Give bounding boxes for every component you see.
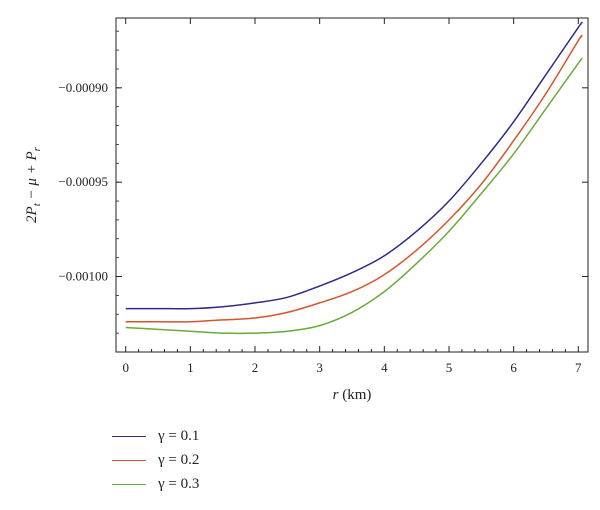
x-tick-label: 6: [510, 360, 517, 375]
legend-label: γ = 0.2: [158, 451, 200, 468]
series-line: [125, 34, 583, 323]
x-tick-label: 3: [316, 360, 323, 375]
x-tick-label: 0: [122, 360, 129, 375]
legend-item: γ = 0.1: [112, 424, 199, 448]
y-tick-label: −0.00095: [58, 174, 108, 189]
series-line: [125, 57, 583, 335]
legend-label: γ = 0.3: [158, 475, 200, 492]
x-tick-label: 1: [187, 360, 194, 375]
x-tick-label: 7: [575, 360, 582, 375]
legend-swatch: [112, 459, 146, 461]
series-line: [125, 21, 583, 310]
legend: γ = 0.1 γ = 0.2 γ = 0.3: [112, 424, 199, 496]
y-axis-title: 2Pt − μ + Pr: [24, 146, 43, 223]
series-lines: [125, 21, 583, 335]
legend-item: γ = 0.2: [112, 448, 199, 472]
legend-item: γ = 0.3: [112, 472, 199, 496]
x-tick-label: 4: [381, 360, 388, 375]
legend-swatch: [112, 483, 146, 485]
plot-frame: [115, 17, 589, 353]
y-axis: −0.00100 −0.00095 −0.00090: [58, 30, 588, 353]
y-tick-label: −0.00100: [58, 269, 108, 284]
x-axis: 0 1 2 3 4 5 6 7: [122, 18, 582, 375]
x-tick-label: 5: [446, 360, 453, 375]
legend-swatch: [112, 435, 146, 437]
legend-label: γ = 0.1: [158, 427, 200, 444]
chart: 0 1 2 3 4 5 6 7 −0.00100 −0.00095 −0.00090 r (km)…: [24, 17, 589, 403]
x-tick-label: 2: [252, 360, 259, 375]
x-axis-title: r (km): [333, 387, 372, 403]
y-tick-label: −0.00090: [58, 80, 108, 95]
